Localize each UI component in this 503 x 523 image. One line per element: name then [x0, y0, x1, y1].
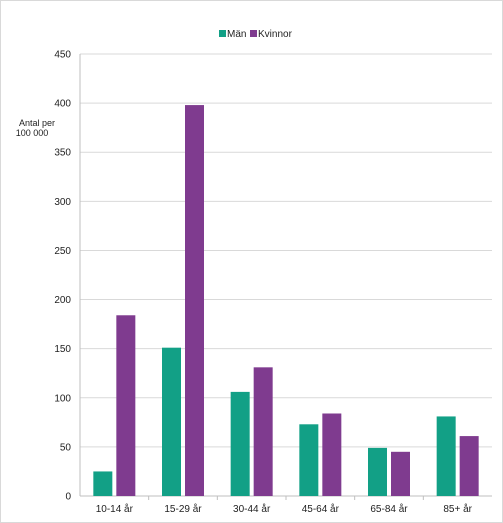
y-tick-labels: 0 50 100 150 200 250 300 350 400 450	[54, 50, 71, 503]
bar-man-0	[93, 471, 113, 496]
gridlines	[80, 53, 492, 448]
y-tick-label: 300	[54, 197, 71, 208]
y-tick-label: 0	[65, 492, 71, 503]
bar-man-2	[230, 391, 250, 496]
y-tick-label: 150	[54, 344, 71, 355]
y-tick-label: 100	[54, 393, 71, 404]
y-tick-label: 350	[54, 148, 71, 159]
bar-kvinnor-3	[322, 413, 342, 496]
x-tick-labels: 10-14 år 15-29 år 30-44 år 45-64 år 65-84 år…	[96, 503, 473, 515]
bar-man-1	[162, 347, 181, 496]
bar-kvinnor-5	[459, 436, 479, 496]
y-tick-label: 50	[60, 442, 72, 453]
bar-kvinnor-1	[185, 105, 204, 496]
x-tick-label: 30-44 år	[233, 503, 271, 515]
x-tick-label: 65-84 år	[370, 503, 408, 515]
axes	[79, 54, 492, 500]
legend-label-kvinnor: Kvinnor	[258, 29, 293, 40]
bar-man-3	[299, 424, 319, 496]
legend: Män Kvinnor	[219, 29, 293, 40]
bar-kvinnor-2	[253, 367, 273, 496]
bar-man-5	[436, 416, 456, 496]
bar-man-4	[368, 447, 387, 496]
legend-label-man: Män	[227, 29, 246, 40]
y-tick-label: 200	[54, 295, 71, 306]
bar-kvinnor-4	[391, 451, 410, 496]
x-tick-label: 15-29 år	[164, 503, 202, 515]
y-axis-label-line1: Antal per	[19, 118, 55, 128]
y-tick-label: 250	[54, 246, 71, 257]
y-axis-label-line2: 100 000	[16, 128, 49, 138]
legend-swatch-kvinnor	[250, 30, 257, 37]
y-tick-label: 400	[54, 99, 71, 110]
x-tick-label: 45-64 år	[302, 503, 340, 515]
legend-swatch-man	[219, 30, 226, 37]
x-tick-label: 85+ år	[443, 503, 472, 515]
bars	[93, 105, 479, 496]
x-tick-label: 10-14 år	[96, 503, 134, 515]
bar-kvinnor-0	[116, 315, 136, 496]
y-tick-label: 450	[54, 50, 71, 61]
